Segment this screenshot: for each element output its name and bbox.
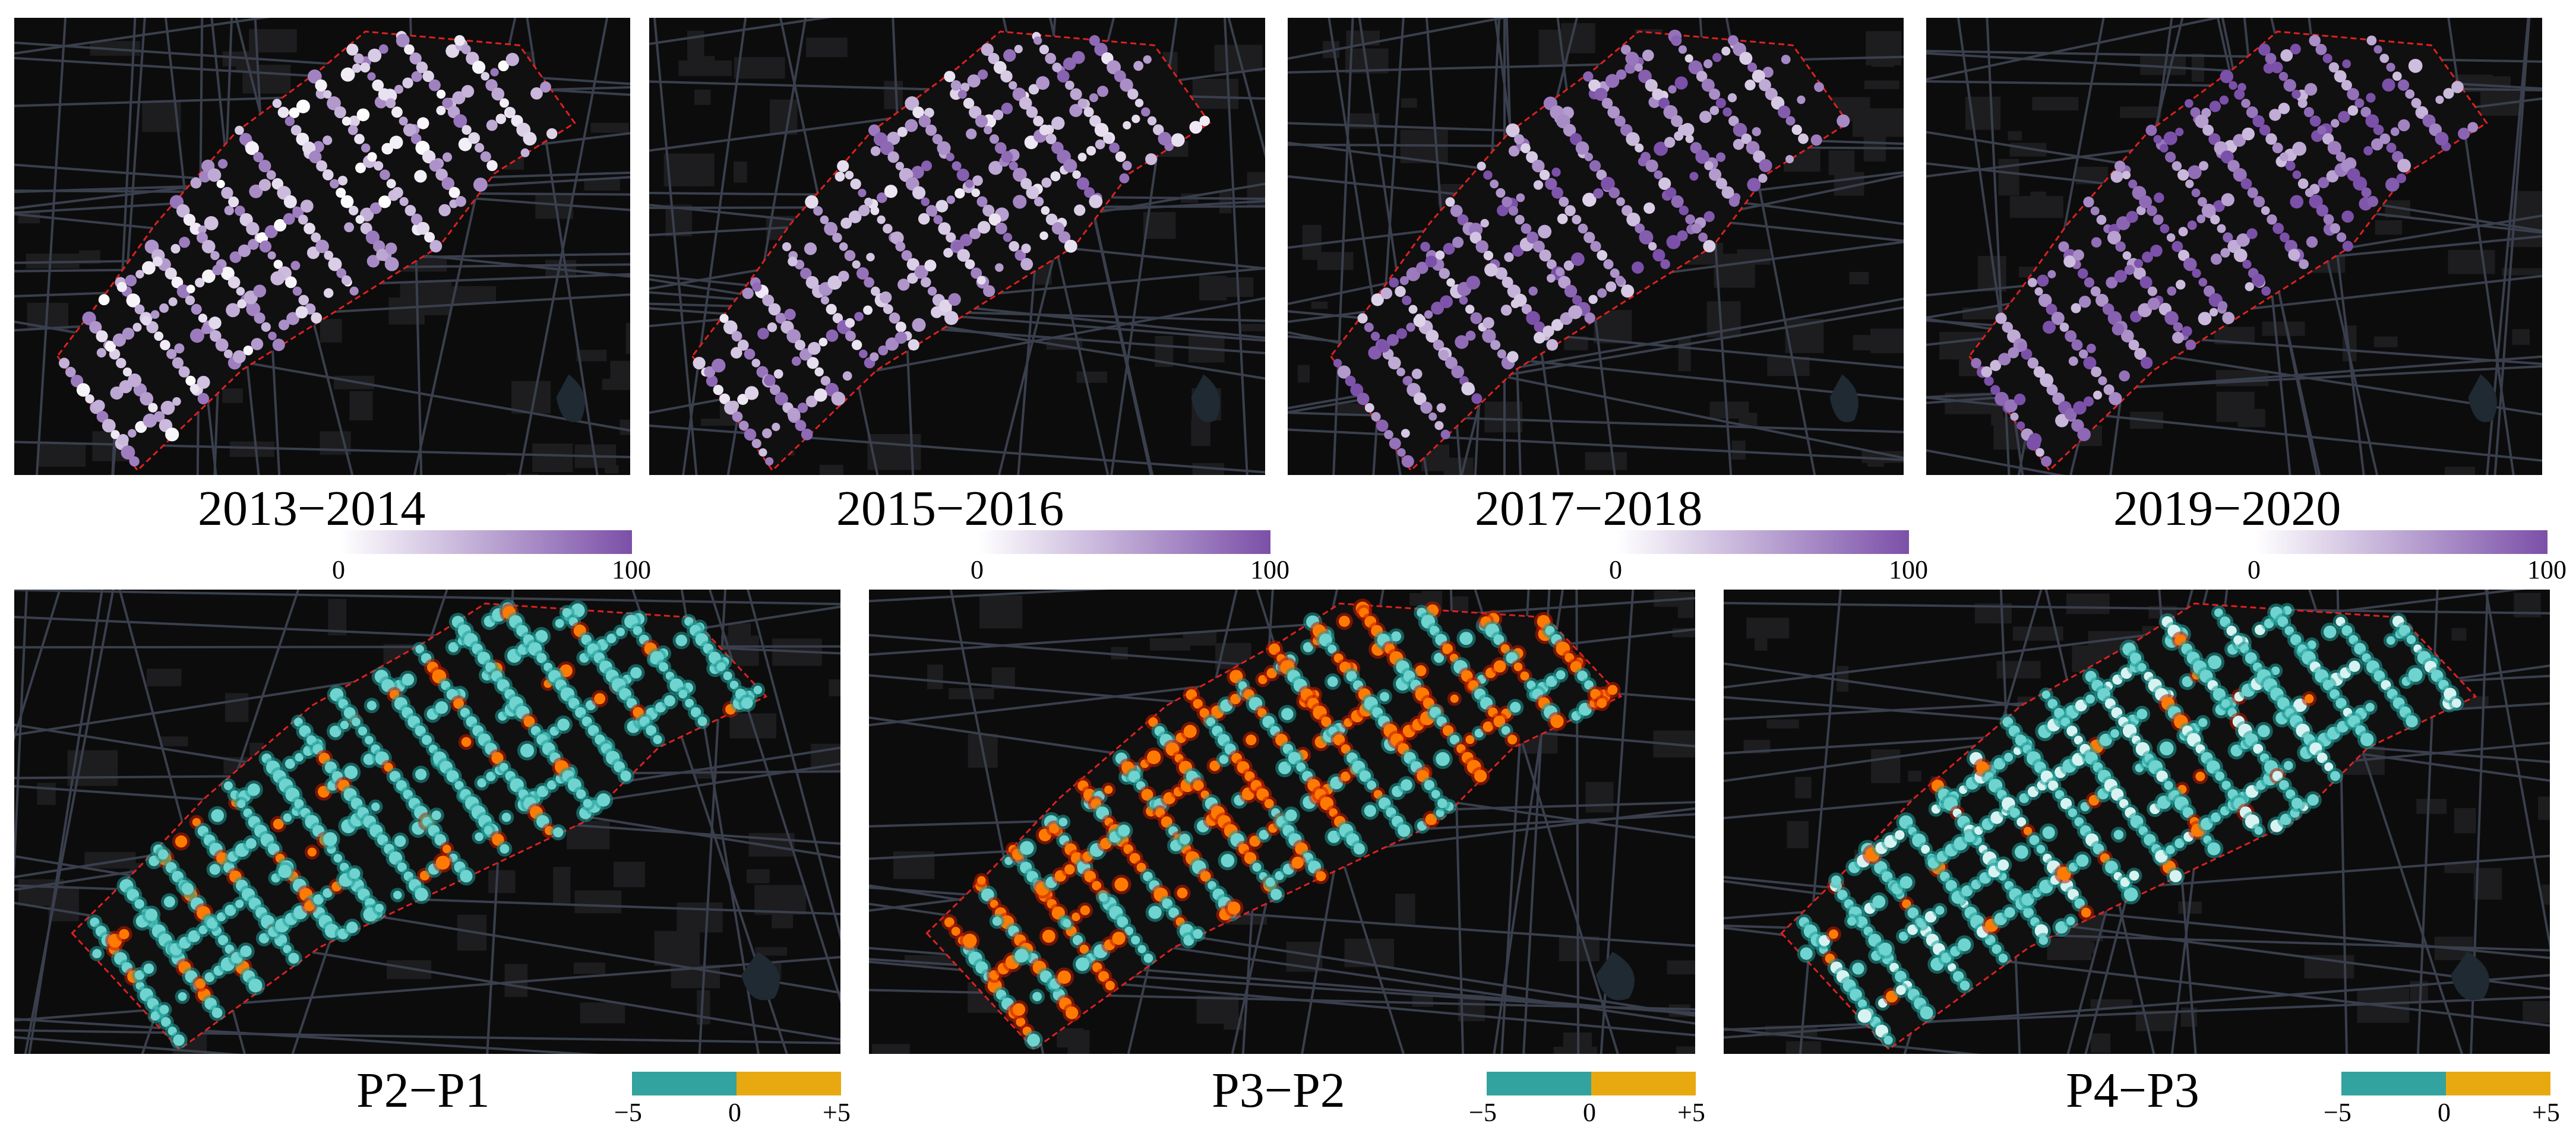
colorbar-min-label: −5 xyxy=(614,1098,642,1127)
map-panel-p3-p2 xyxy=(869,590,1695,1054)
map-panel-2013-2014 xyxy=(14,18,630,475)
colorbar-min-label: 0 xyxy=(332,555,345,584)
colorbar-min-label: 0 xyxy=(2248,555,2261,584)
colorbar-min-label: −5 xyxy=(1469,1098,1497,1127)
panel-title: 2019−2020 xyxy=(2113,481,2341,536)
panel-title: P3−P2 xyxy=(1212,1063,1345,1118)
panel-title: 2017−2018 xyxy=(1475,481,1703,536)
colorbar-max-label: 100 xyxy=(1250,555,1289,584)
map-panel-2017-2018 xyxy=(1288,18,1904,475)
colorbar-max-label: 100 xyxy=(2527,555,2566,584)
colorbar-max-label: 100 xyxy=(612,555,651,584)
map-panel-2015-2016 xyxy=(649,18,1265,475)
colorbar-min-label: 0 xyxy=(971,555,984,584)
colorbar-min-label: −5 xyxy=(2324,1098,2351,1127)
panel-title: 2013−2014 xyxy=(198,481,426,536)
panel-title: 2015−2016 xyxy=(836,481,1064,536)
map-panel-p4-p3 xyxy=(1724,590,2550,1054)
colorbar-max-label: +5 xyxy=(823,1098,851,1127)
score-colorbar xyxy=(2255,530,2547,554)
colorbar-mid-label: 0 xyxy=(728,1098,741,1127)
colorbar-mid-label: 0 xyxy=(1583,1098,1596,1127)
colorbar-min-label: 0 xyxy=(1609,555,1622,584)
panel-title: P2−P1 xyxy=(356,1063,490,1118)
score-colorbar xyxy=(1617,530,1909,554)
change-colorbar xyxy=(2341,1072,2550,1095)
map-panel-p2-p1 xyxy=(14,590,840,1054)
map-panel-2019-2020 xyxy=(1926,18,2542,475)
colorbar-max-label: +5 xyxy=(1677,1098,1705,1127)
colorbar-mid-label: 0 xyxy=(2438,1098,2451,1127)
change-colorbar xyxy=(1487,1072,1696,1095)
colorbar-max-label: +5 xyxy=(2532,1098,2560,1127)
panel-title: P4−P3 xyxy=(2066,1063,2199,1118)
change-colorbar xyxy=(632,1072,841,1095)
score-colorbar xyxy=(978,530,1270,554)
score-colorbar xyxy=(340,530,632,554)
colorbar-max-label: 100 xyxy=(1889,555,1928,584)
